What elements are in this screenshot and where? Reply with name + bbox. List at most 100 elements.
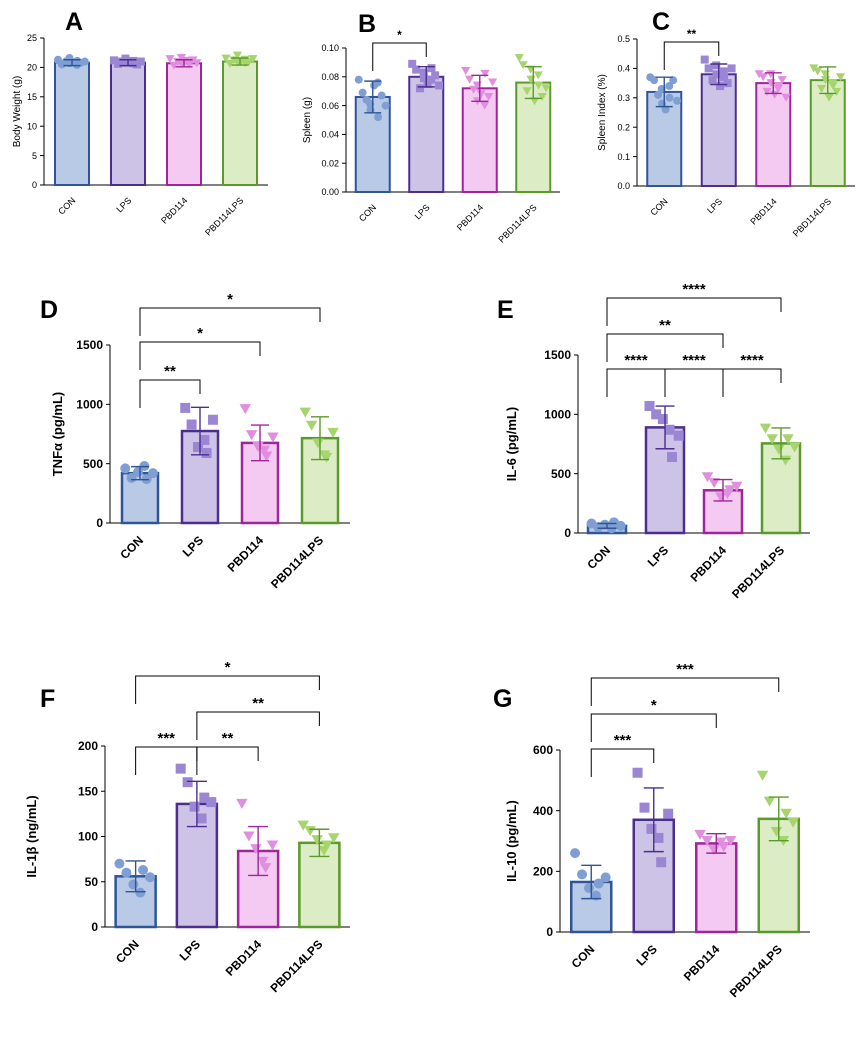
data-point [832,87,842,96]
y-tick-label: 0.0 [617,181,630,191]
bar-pbd114 [166,62,202,187]
data-point [541,84,551,93]
data-point [321,840,333,851]
significance-bracket [606,297,782,326]
data-point [530,97,540,106]
data-point [248,55,258,64]
data-point [243,831,255,842]
data-point [381,101,390,110]
y-tick-label: 0 [91,920,98,934]
significance-label: ** [659,317,671,334]
data-point [374,113,383,122]
y-tick-label: 100 [78,830,98,844]
y-tick-label: 25 [27,33,37,43]
significance-label: *** [614,732,632,749]
data-point [773,444,785,455]
significance-label: *** [157,730,175,747]
panel-d: D 0 500 1000 1500 TNFα (pg/mL) CON LPS PBD114 PBD… [40,291,350,591]
data-point [165,55,175,64]
data-point [260,451,273,462]
panel-g: G 0 200 400 600 IL-10 (pg/mL) CON LPS PBD114 PBD1… [493,661,810,1000]
panel-a: A 0 5 10 15 20 25 Body Weight (g) CON LPS PBD114 PB… [12,8,268,238]
category-label: PBD114 [225,533,267,575]
category-label: CON [117,533,146,562]
category-label: CON [113,937,142,966]
data-point [180,402,191,413]
data-point [533,71,543,80]
significance-label: ** [252,695,264,712]
panel-label: G [493,685,512,713]
data-point [717,842,730,853]
data-point [661,105,670,114]
data-point [787,817,799,828]
data-point [537,92,547,101]
data-point [186,419,197,430]
bar-lps [110,61,146,186]
y-tick-label: 0.08 [321,72,339,82]
data-point [431,71,440,80]
category-label: PBD114 [223,937,265,979]
data-point [412,65,421,74]
data-point [80,57,89,66]
y-tick-label: 1500 [544,348,571,362]
category-label: CON [648,196,669,217]
significance-label: * [651,697,657,714]
data-point [267,432,279,443]
y-tick-label: 0 [32,180,37,190]
significance-label: ** [164,363,176,380]
data-point [427,75,436,84]
bar-pbd114 [702,489,744,535]
data-point [468,85,479,94]
data-point [600,872,611,883]
bar-pbd114 [240,441,280,525]
data-point [199,792,210,803]
y-axis-label: Body Weight (g) [12,76,23,148]
significance-bracket [590,677,780,706]
data-point [570,848,581,859]
y-tick-label: 0 [546,925,553,939]
category-label: PBD114LPS [267,937,325,995]
data-point [138,864,149,875]
category-label: CON [56,195,77,216]
significance-bracket [590,713,717,742]
y-tick-label: 0.2 [617,122,630,132]
data-point [184,60,194,69]
category-label: CON [569,942,598,971]
category-label: PBD114LPS [203,195,245,237]
data-point [427,64,436,73]
y-tick-label: 15 [27,92,37,102]
data-point [719,67,728,76]
category-label: PBD114LPS [791,196,833,238]
significance-bracket [139,307,321,336]
data-point [199,434,210,445]
data-point [828,79,838,88]
bar-lps [408,75,445,193]
y-tick-label: 0.4 [617,64,630,74]
panel-label: C [652,8,670,36]
data-point [135,887,146,898]
data-point [145,872,156,883]
data-point [704,64,713,73]
data-point [730,481,743,492]
significance-label: ** [222,730,234,747]
significance-bracket [196,746,259,775]
data-point [700,55,709,64]
category-label: PBD114LPS [727,942,785,1000]
data-point [121,867,132,878]
significance-bracket [664,368,724,397]
data-point [654,90,663,99]
data-point [779,455,792,466]
data-point [120,463,131,474]
category-label: PBD114LPS [268,533,326,591]
y-tick-label: 1000 [544,408,571,422]
data-point [175,763,186,774]
data-point [354,75,363,84]
data-point [484,92,494,101]
significance-label: *** [676,661,694,678]
data-point [320,452,333,463]
significance-bracket [606,368,666,397]
data-point [236,798,248,809]
data-point [673,430,684,441]
data-point [708,76,717,85]
data-point [206,797,217,808]
